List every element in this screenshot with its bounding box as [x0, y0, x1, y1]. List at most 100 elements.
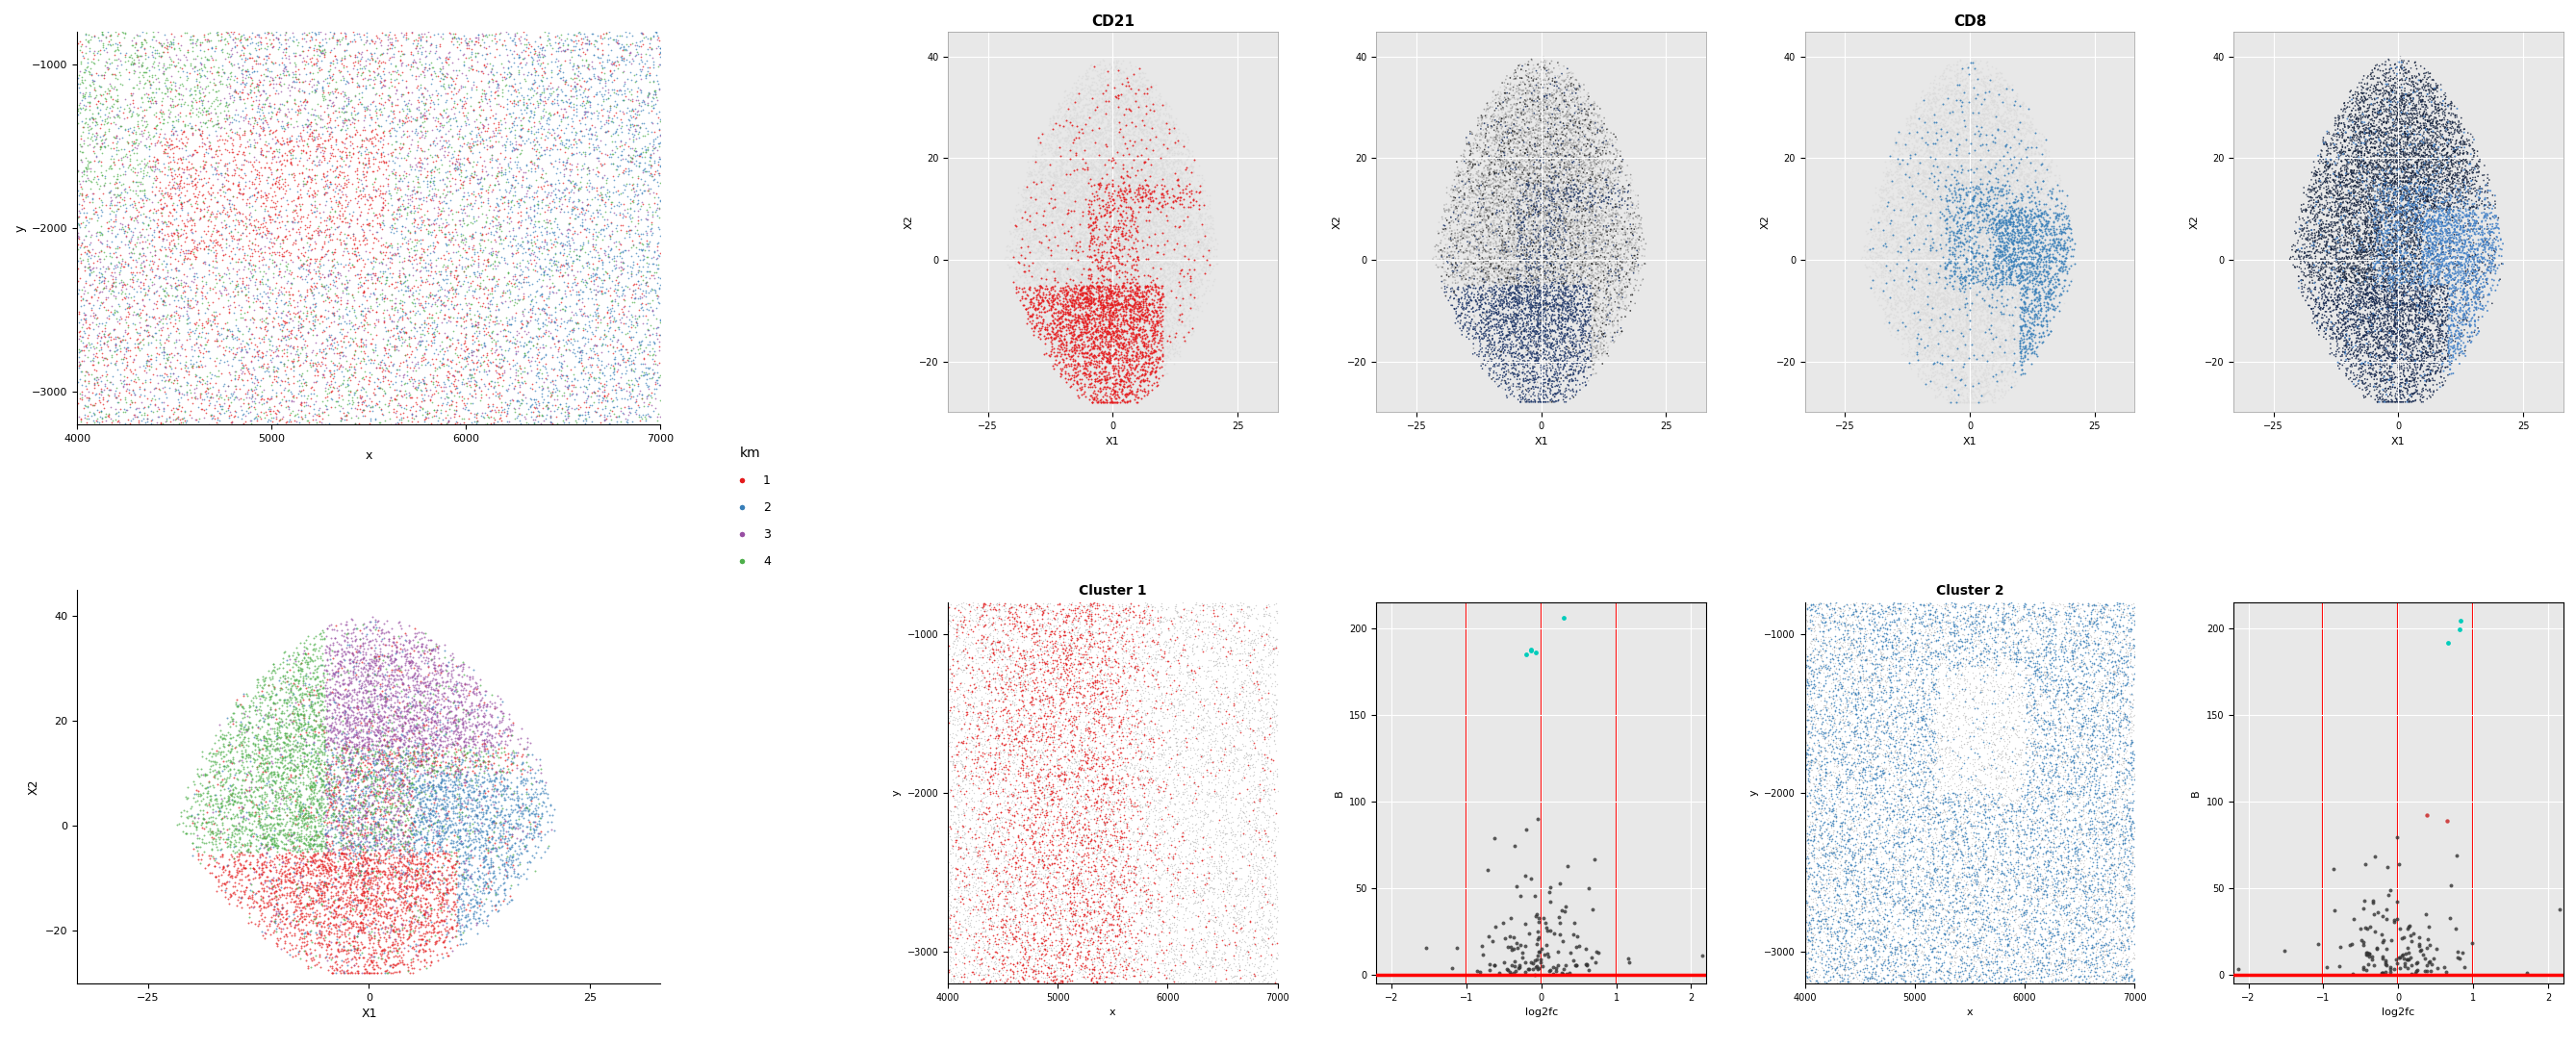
Point [2347, 124, 2388, 141]
Point [1899, 969, 1940, 985]
Point [974, 598, 1015, 615]
Point [1097, 911, 1139, 928]
Point [1051, 865, 1092, 882]
Point [1878, 145, 1919, 162]
Point [1935, 280, 1976, 297]
Point [1103, 839, 1144, 856]
Point [2048, 812, 2089, 828]
Point [1852, 601, 1893, 618]
Point [2388, 99, 2429, 116]
Point [502, 315, 544, 332]
Point [2432, 159, 2473, 176]
Point [330, 941, 371, 958]
Point [2367, 338, 2409, 355]
Point [337, 698, 379, 714]
Point [1123, 107, 1164, 123]
Point [1007, 888, 1048, 905]
Point [1074, 893, 1115, 910]
Point [1819, 845, 1860, 862]
Point [118, 246, 160, 263]
Point [1043, 633, 1084, 650]
Point [1984, 927, 2025, 943]
Point [482, 759, 523, 776]
Point [1512, 52, 1553, 69]
Point [1149, 836, 1190, 852]
Point [2074, 740, 2115, 756]
Point [2326, 104, 2367, 120]
Point [1054, 607, 1095, 623]
Point [1149, 278, 1190, 295]
Point [1105, 247, 1146, 264]
Point [1443, 189, 1484, 206]
Point [435, 877, 477, 893]
Point [1128, 252, 1170, 269]
Point [1502, 224, 1543, 241]
Point [2365, 236, 2406, 253]
Point [255, 121, 296, 138]
Point [327, 126, 368, 142]
Point [1110, 207, 1151, 224]
Point [1901, 274, 1942, 291]
Point [1481, 291, 1522, 308]
Point [1986, 115, 2027, 132]
Point [438, 39, 479, 55]
Point [1968, 185, 2009, 202]
Point [2411, 123, 2452, 140]
Point [2365, 175, 2406, 191]
Point [1991, 158, 2032, 175]
Point [366, 720, 407, 736]
Point [2293, 210, 2334, 227]
Point [1556, 128, 1597, 144]
Point [608, 124, 649, 141]
Point [1497, 109, 1538, 126]
Point [2429, 131, 2470, 147]
Point [1991, 145, 2032, 162]
Point [2004, 903, 2045, 919]
Point [1492, 305, 1533, 322]
Point [1054, 950, 1095, 967]
Point [1151, 789, 1193, 805]
Point [1182, 680, 1224, 697]
Point [999, 825, 1041, 842]
Point [1965, 282, 2007, 299]
Point [263, 228, 304, 245]
Point [2038, 272, 2079, 289]
Point [1074, 189, 1115, 206]
Point [2372, 243, 2414, 259]
Point [2375, 388, 2416, 405]
Point [2012, 754, 2053, 771]
Point [2043, 595, 2084, 612]
Point [2002, 154, 2043, 170]
Point [1157, 902, 1198, 918]
Point [1878, 212, 1919, 229]
Point [428, 903, 469, 919]
Point [1090, 337, 1131, 354]
Point [2344, 135, 2385, 152]
Point [2069, 890, 2110, 907]
Point [1221, 645, 1262, 662]
Point [425, 800, 466, 817]
Point [1005, 618, 1046, 635]
Point [1041, 176, 1082, 192]
Point [1159, 838, 1200, 855]
Point [1989, 79, 2030, 96]
Point [1087, 282, 1128, 299]
Point [1252, 693, 1293, 710]
Point [144, 185, 185, 202]
Point [1986, 169, 2027, 186]
Point [2331, 281, 2372, 298]
Point [1868, 599, 1909, 616]
Point [2370, 186, 2411, 203]
Point [1118, 797, 1159, 814]
Point [363, 855, 404, 871]
Point [2043, 952, 2084, 969]
Point [1188, 221, 1229, 237]
Point [1041, 245, 1082, 262]
Point [283, 835, 325, 851]
Point [1860, 618, 1901, 635]
Point [1945, 160, 1986, 177]
Point [1862, 866, 1904, 883]
Point [137, 132, 178, 149]
Point [1579, 188, 1620, 205]
Point [590, 62, 631, 78]
